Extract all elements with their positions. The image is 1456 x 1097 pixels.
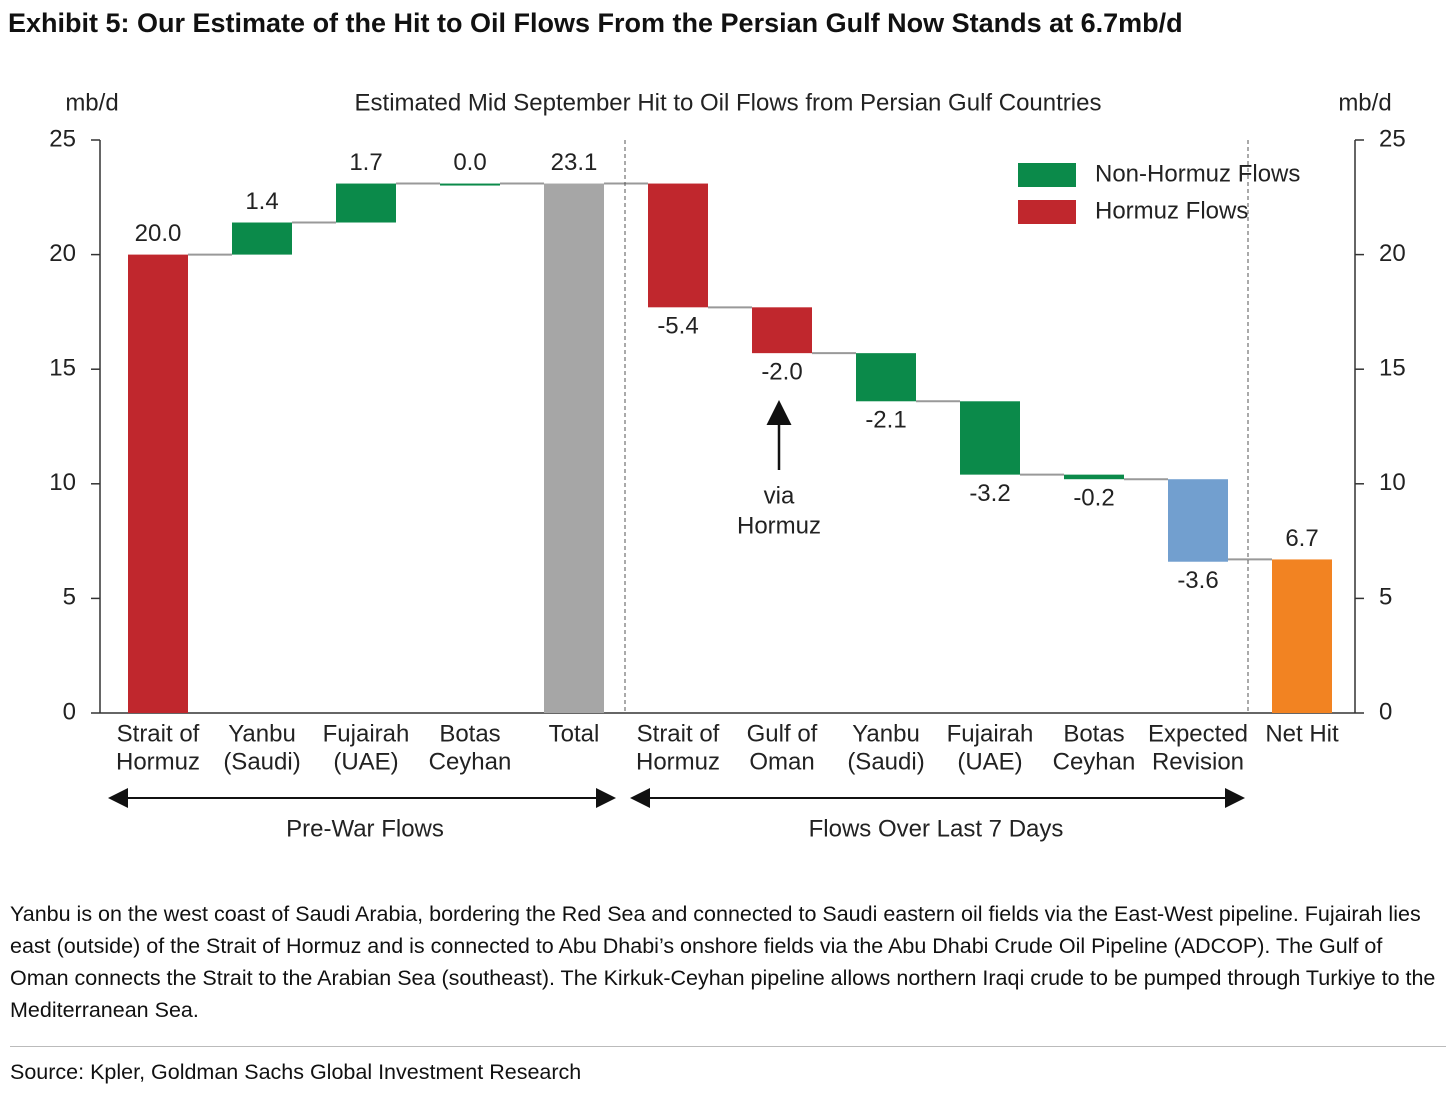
bar xyxy=(336,183,396,223)
y-tick-label: 10 xyxy=(49,469,76,496)
x-tick-label: Yanbu xyxy=(228,720,296,747)
value-label: -2.1 xyxy=(865,407,906,434)
x-tick-label: Net Hit xyxy=(1265,720,1339,747)
legend-label: Hormuz Flows xyxy=(1095,197,1248,224)
value-label: 23.1 xyxy=(551,149,598,176)
value-label: -5.4 xyxy=(657,313,698,340)
bar xyxy=(1168,479,1228,562)
bar xyxy=(128,254,188,713)
chart: Estimated Mid September Hit to Oil Flows… xyxy=(49,89,1406,842)
x-tick-label: Botas xyxy=(1063,720,1124,747)
value-label: 1.4 xyxy=(245,188,278,215)
x-tick-label: (Saudi) xyxy=(223,748,300,775)
value-label: 1.7 xyxy=(349,149,382,176)
y2-tick-label: 10 xyxy=(1379,469,1406,496)
x-tick-label: Ceyhan xyxy=(1053,748,1136,775)
x-tick-label: Hormuz xyxy=(116,748,200,775)
y2-tick-label: 25 xyxy=(1379,125,1406,152)
value-label: -3.2 xyxy=(969,480,1010,507)
bar xyxy=(648,183,708,308)
y-tick-label: 5 xyxy=(63,584,76,611)
value-label: 20.0 xyxy=(135,220,182,247)
legend-swatch xyxy=(1018,200,1076,224)
divider xyxy=(10,1046,1446,1047)
x-tick-label: Yanbu xyxy=(852,720,920,747)
bar xyxy=(232,222,292,255)
bar xyxy=(1272,559,1332,713)
value-label: -0.2 xyxy=(1073,485,1114,512)
source: Source: Kpler, Goldman Sachs Global Inve… xyxy=(10,1060,582,1084)
y2-tick-label: 15 xyxy=(1379,355,1406,382)
y-tick-label: 20 xyxy=(49,240,76,267)
x-tick-label: Botas xyxy=(439,720,500,747)
x-tick-label: Oman xyxy=(749,748,814,775)
y-tick-label: 15 xyxy=(49,355,76,382)
x-tick-label: Fujairah xyxy=(323,720,410,747)
legend-label: Non-Hormuz Flows xyxy=(1095,160,1300,187)
value-label: -3.6 xyxy=(1177,567,1218,594)
legend-swatch xyxy=(1018,163,1076,187)
y2-axis-label: mb/d xyxy=(1338,89,1391,116)
bar xyxy=(544,183,604,714)
bar xyxy=(440,183,500,186)
bar xyxy=(752,307,812,354)
y2-tick-label: 0 xyxy=(1379,698,1392,725)
note: Yanbu is on the west coast of Saudi Arab… xyxy=(10,902,1436,1022)
annotation: via xyxy=(764,482,795,509)
x-tick-label: Expected xyxy=(1148,720,1248,747)
x-tick-label: (Saudi) xyxy=(847,748,924,775)
x-tick-label: (UAE) xyxy=(333,748,398,775)
x-tick-label: (UAE) xyxy=(957,748,1022,775)
x-tick-label: Gulf of xyxy=(747,720,818,747)
x-tick-label: Strait of xyxy=(117,720,200,747)
bar xyxy=(960,401,1020,475)
exhibit-title: Exhibit 5: Our Estimate of the Hit to Oi… xyxy=(8,8,1183,38)
value-label: -2.0 xyxy=(761,358,802,385)
x-tick-label: Strait of xyxy=(637,720,720,747)
bar xyxy=(1064,474,1124,480)
group-label: Flows Over Last 7 Days xyxy=(809,815,1064,842)
y2-tick-label: 5 xyxy=(1379,584,1392,611)
x-tick-label: Hormuz xyxy=(636,748,720,775)
y2-tick-label: 20 xyxy=(1379,240,1406,267)
value-label: 6.7 xyxy=(1285,525,1318,552)
y-tick-label: 0 xyxy=(63,698,76,725)
bar xyxy=(856,353,916,402)
group-label: Pre-War Flows xyxy=(286,815,444,842)
annotation: Hormuz xyxy=(737,512,821,539)
value-label: 0.0 xyxy=(453,149,486,176)
y-tick-label: 25 xyxy=(49,125,76,152)
x-tick-label: Ceyhan xyxy=(429,748,512,775)
x-tick-label: Fujairah xyxy=(947,720,1034,747)
y-axis-label: mb/d xyxy=(65,89,118,116)
chart-title: Estimated Mid September Hit to Oil Flows… xyxy=(355,89,1102,116)
x-tick-label: Revision xyxy=(1152,748,1244,775)
x-tick-label: Total xyxy=(549,720,600,747)
